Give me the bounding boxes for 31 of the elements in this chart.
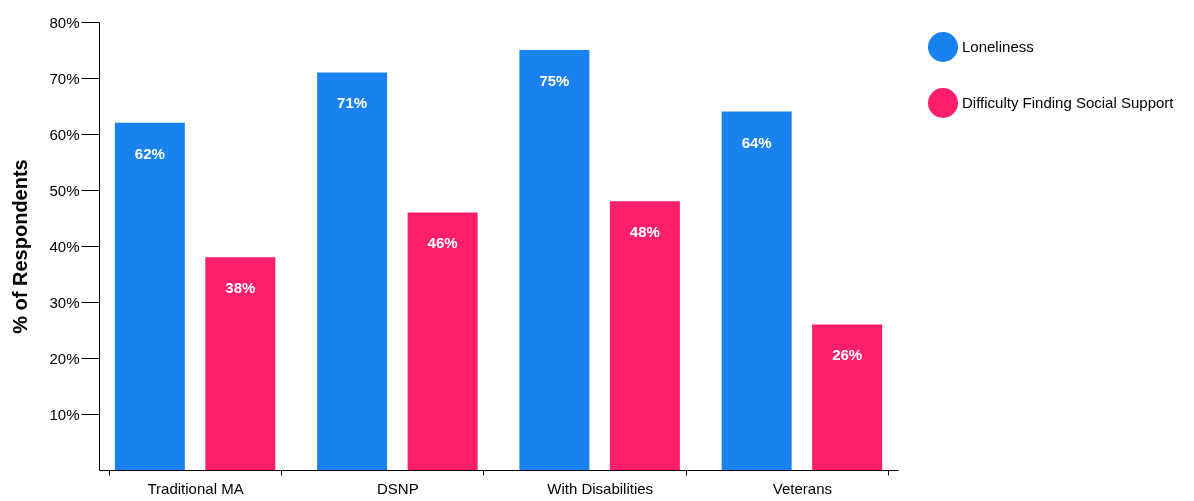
data-label: 26%	[832, 346, 863, 364]
y-tick-label: 40%	[49, 237, 80, 255]
x-tick-label: Veterans	[772, 479, 833, 497]
y-tick-label: 20%	[49, 349, 80, 367]
y-tick-label: 10%	[49, 405, 80, 423]
bar	[205, 257, 276, 470]
legend-label: Loneliness	[962, 38, 1034, 55]
data-label: 48%	[629, 223, 660, 241]
x-tick-label: Traditional MA	[147, 479, 244, 497]
y-tick-label: 30%	[49, 293, 80, 311]
bar	[609, 201, 680, 470]
bar	[519, 50, 590, 470]
data-label: 38%	[225, 279, 256, 297]
x-tick-label: With Disabilities	[547, 479, 654, 497]
data-label: 62%	[134, 144, 165, 162]
y-tick-label: 70%	[49, 69, 80, 87]
y-tick-label: 60%	[49, 125, 80, 143]
bar	[407, 212, 478, 470]
bar	[114, 122, 185, 470]
bar	[721, 111, 792, 470]
y-tick-label: 50%	[49, 181, 80, 199]
y-tick-label: 80%	[49, 13, 80, 31]
x-tick-label: DSNP	[377, 479, 419, 497]
bar	[812, 324, 883, 470]
legend-label: Difficulty Finding Social Support	[962, 94, 1175, 111]
data-label: 71%	[337, 94, 368, 112]
bar	[317, 72, 388, 470]
y-axis-title: % of Respondents	[9, 159, 32, 334]
data-label: 64%	[741, 133, 772, 151]
data-label: 75%	[539, 72, 570, 89]
data-label: 46%	[427, 234, 458, 252]
